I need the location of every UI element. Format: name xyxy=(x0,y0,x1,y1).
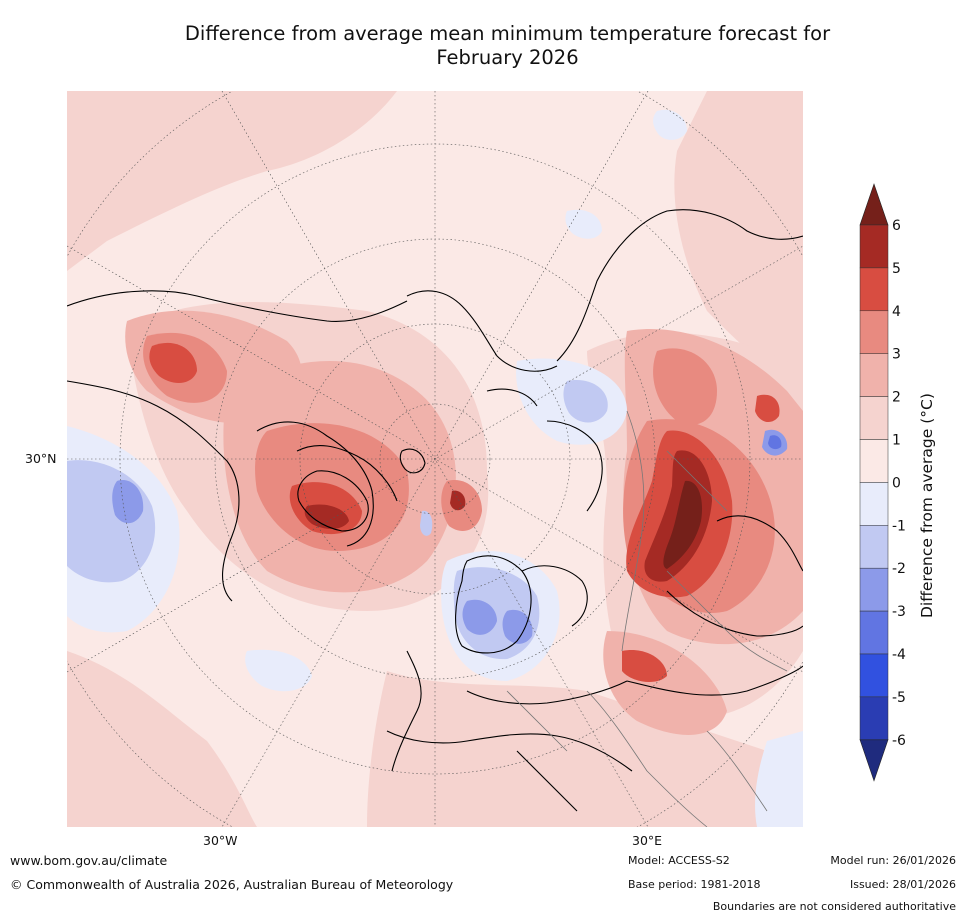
colorbar-tick-label: -6 xyxy=(892,733,906,749)
anomaly-minus3-4 xyxy=(768,435,782,450)
colorbar-tick-label: 0 xyxy=(892,475,901,491)
colorbar-tick-label: 6 xyxy=(892,218,901,234)
colorbar-tick-label: -5 xyxy=(892,690,906,706)
graticule xyxy=(67,91,803,827)
footer-model: Model: ACCESS-S2 xyxy=(628,854,730,867)
colorbar-segment xyxy=(859,310,889,354)
footer-base-period: Base period: 1981-2018 xyxy=(628,878,761,891)
footer-copyright: © Commonwealth of Australia 2026, Austra… xyxy=(10,877,454,892)
country-borders xyxy=(506,410,788,827)
colorbar-tick-label: 3 xyxy=(892,347,901,363)
lat-label-30n: 30°N xyxy=(25,451,57,466)
colorbar-segment xyxy=(859,696,889,741)
title-line-1: Difference from average mean minimum tem… xyxy=(184,22,831,45)
lon-label-30e: 30°E xyxy=(632,833,663,848)
colorbar-tick-label: 1 xyxy=(892,433,901,449)
chart-title: Difference from average mean minimum tem… xyxy=(60,22,955,70)
colorbar-tick-label: -1 xyxy=(892,518,906,534)
footer-issued: Issued: 28/01/2026 xyxy=(849,878,956,891)
colorbar-segment xyxy=(859,353,889,397)
lon-label-30w: 30°W xyxy=(203,833,238,848)
colorbar-segment xyxy=(859,567,889,612)
colorbar-bottom-arrow xyxy=(859,739,889,782)
footer-url[interactable]: www.bom.gov.au/climate xyxy=(10,853,168,868)
colorbar-graphic: 6 5 4 3 2 1 0 -1 -2 -3 -4 -5 -6 xyxy=(859,183,906,782)
colorbar-tick-label: 5 xyxy=(892,261,901,277)
colorbar-segment xyxy=(859,439,889,483)
footer-model-run: Model run: 26/01/2026 xyxy=(830,854,956,867)
colorbar-tick-label: -3 xyxy=(892,604,906,620)
colorbar-segment xyxy=(859,224,889,269)
colorbar-segment xyxy=(859,610,889,655)
colorbar-segment xyxy=(859,267,889,312)
title-line-2: February 2026 xyxy=(436,46,579,69)
colorbar-tick-label: -4 xyxy=(892,647,906,663)
colorbar-segment xyxy=(859,482,889,526)
forecast-map[interactable] xyxy=(67,91,803,827)
anomaly-above6 xyxy=(663,480,703,569)
colorbar-label: Difference from average (°C) xyxy=(918,393,936,618)
colorbar-segment xyxy=(859,396,889,440)
footer-disclaimer: Boundaries are not considered authoritat… xyxy=(712,900,956,913)
colorbar-segment xyxy=(859,525,889,569)
coastlines xyxy=(67,209,803,812)
anomaly-field xyxy=(67,91,803,827)
colorbar-segment xyxy=(859,653,889,698)
colorbar-tick-label: 2 xyxy=(892,390,901,406)
colorbar-tick-label: 4 xyxy=(892,304,901,320)
colorbar: 6 5 4 3 2 1 0 -1 -2 -3 -4 -5 -6 xyxy=(859,182,959,782)
colorbar-top-arrow xyxy=(859,183,889,226)
colorbar-tick-label: -2 xyxy=(892,561,906,577)
